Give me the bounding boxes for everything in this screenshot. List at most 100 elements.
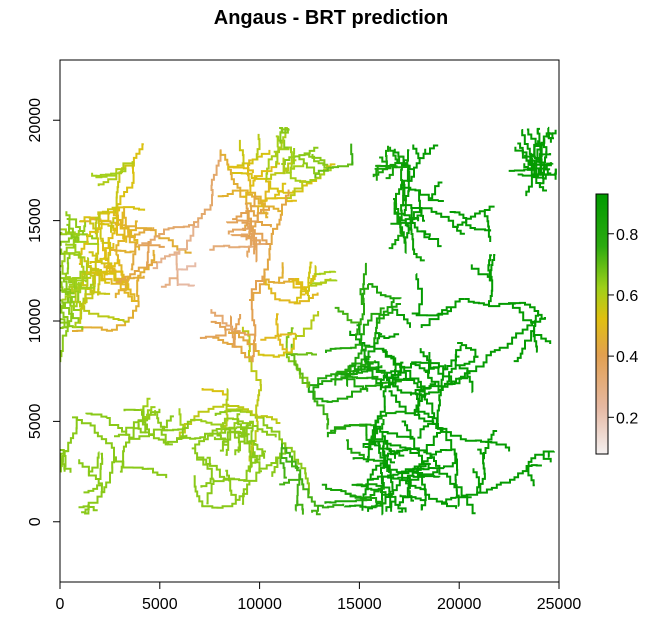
stream-segment [65, 243, 81, 258]
stream-segment [355, 284, 369, 340]
stream-segment [71, 287, 129, 323]
stream-segment [374, 422, 396, 459]
stream-segment [454, 345, 462, 366]
stream-segment [261, 180, 270, 207]
stream-segment [253, 232, 256, 255]
stream-segment [232, 314, 242, 345]
stream-segment [142, 406, 147, 434]
x-tick-label: 5000 [142, 596, 178, 613]
stream-segment [176, 262, 197, 271]
stream-segment [275, 313, 288, 353]
stream-segment [325, 343, 361, 353]
stream-segment [212, 478, 234, 483]
stream-segment [375, 297, 395, 323]
stream-segment [399, 494, 426, 502]
stream-segment [278, 262, 284, 283]
stream-segment [60, 244, 65, 255]
stream-segment [457, 342, 479, 358]
stream-segment [156, 413, 168, 432]
stream-segment [119, 408, 161, 473]
stream-segment [523, 163, 542, 176]
stream-segment [72, 249, 156, 332]
stream-segment [87, 451, 100, 476]
stream-segment [240, 235, 261, 244]
stream-segment [102, 258, 119, 281]
stream-segment [219, 150, 269, 215]
stream-segment [551, 129, 557, 135]
stream-segment [252, 446, 262, 473]
stream-segment [201, 488, 248, 509]
stream-segment [219, 431, 230, 452]
stream-segment [392, 308, 411, 328]
stream-segment [324, 498, 372, 504]
stream-segment [290, 343, 311, 387]
stream-segment [225, 408, 253, 414]
stream-segment [60, 265, 80, 303]
stream-segment [413, 409, 442, 433]
stream-segment [200, 477, 214, 488]
stream-segment [420, 307, 452, 328]
stream-segment [89, 250, 112, 264]
stream-segment [442, 496, 472, 504]
stream-segment [128, 227, 155, 239]
stream-segment [175, 249, 181, 286]
stream-segment [389, 146, 400, 161]
stream-segment [84, 510, 90, 515]
stream-segment [176, 427, 186, 442]
stream-segment [260, 332, 296, 341]
stream-segment [542, 142, 548, 184]
stream-segment [388, 232, 404, 250]
stream-segment [228, 165, 254, 174]
stream-segment [139, 408, 150, 435]
stream-segment [281, 128, 287, 133]
stream-segment [141, 149, 222, 246]
stream-segment [244, 202, 252, 224]
stream-segment [97, 212, 114, 251]
stream-segment [554, 173, 557, 180]
stream-segment [381, 349, 460, 507]
stream-segment [525, 161, 538, 197]
stream-segment [423, 432, 441, 454]
stream-segment [449, 211, 468, 223]
stream-segment [334, 364, 356, 386]
stream-segment [115, 161, 134, 174]
stream-segment [396, 159, 415, 172]
stream-segment [107, 206, 119, 242]
stream-segment [386, 375, 427, 397]
stream-segment [279, 478, 301, 486]
stream-segment [364, 333, 383, 361]
stream-segment [315, 510, 321, 516]
stream-segment [542, 454, 552, 463]
stream-segment [241, 326, 262, 462]
stream-segment [285, 352, 317, 356]
stream-segment [526, 465, 535, 487]
stream-segment [465, 222, 492, 232]
stream-segment [98, 222, 118, 232]
stream-segment [115, 261, 158, 283]
stream-segment [194, 448, 214, 480]
stream-segment [114, 433, 130, 438]
stream-segment [201, 388, 228, 396]
stream-segment [508, 167, 535, 172]
stream-segment [139, 397, 151, 411]
stream-segment [547, 451, 550, 458]
stream-segment [517, 142, 532, 166]
stream-segment [60, 289, 72, 304]
legend-tick-label: 0.4 [616, 349, 638, 366]
legend-axis: 0.2 0.4 0.6 0.8 [608, 227, 638, 427]
stream-segment [212, 336, 253, 362]
stream-segment [279, 447, 287, 479]
stream-segment [379, 447, 395, 464]
stream-segment [97, 175, 118, 187]
stream-segment [250, 271, 266, 363]
stream-segment [346, 439, 365, 459]
stream-segment [420, 230, 442, 248]
stream-segment [361, 307, 385, 336]
stream-segment [464, 298, 545, 320]
stream-segment [351, 483, 391, 498]
stream-segment [483, 211, 492, 242]
stream-segment [286, 180, 307, 200]
stream-segment [409, 469, 439, 484]
stream-segment [412, 144, 421, 160]
stream-segment [281, 457, 300, 469]
